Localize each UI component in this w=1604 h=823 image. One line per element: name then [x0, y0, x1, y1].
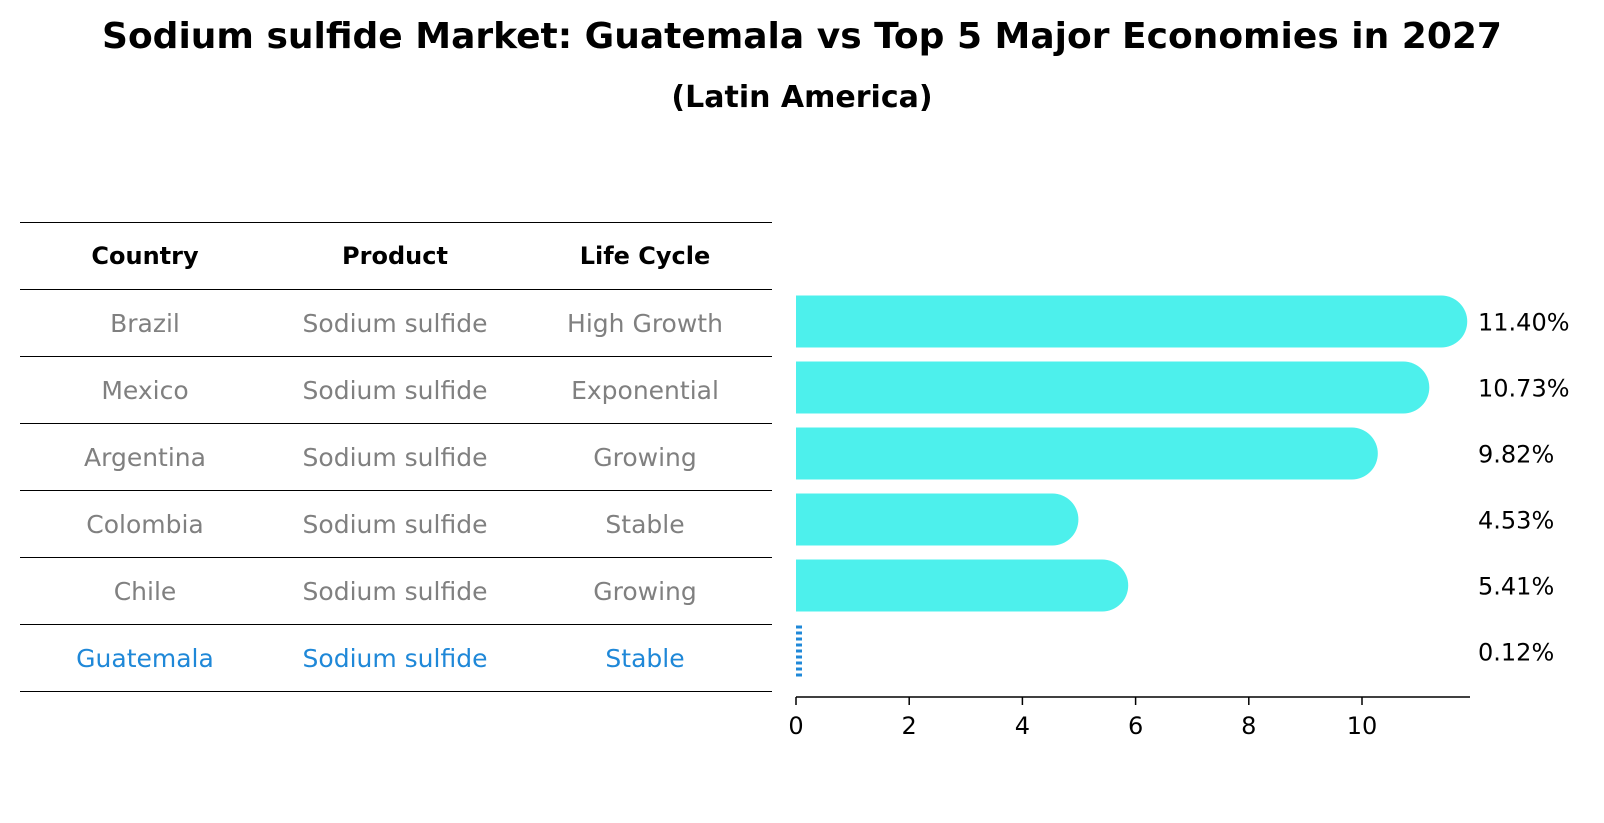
data-label: 0.12% [1478, 639, 1554, 667]
x-tick-label: 6 [1128, 712, 1143, 740]
data-label: 10.73% [1478, 375, 1570, 403]
data-label: 4.53% [1478, 507, 1554, 535]
data-label: 9.82% [1478, 441, 1554, 469]
cell-country: Mexico [101, 375, 189, 405]
cell-product: Sodium sulfide [302, 308, 488, 338]
table-row: Colombia Sodium sulfide Stable [20, 490, 772, 557]
header-life-cycle: Life Cycle [579, 242, 711, 270]
x-tick-label: 2 [902, 712, 917, 740]
table-header-row: Country Product Life Cycle [20, 222, 772, 289]
cell-life-cycle: Growing [593, 576, 697, 606]
data-table: Country Product Life Cycle Brazil Sodium… [20, 222, 772, 692]
cell-life-cycle: Stable [605, 643, 685, 673]
bar-colombia [796, 493, 1079, 546]
data-label: 11.40% [1478, 309, 1570, 337]
cell-country: Colombia [86, 509, 204, 539]
cell-country: Argentina [84, 442, 206, 472]
cell-product: Sodium sulfide [302, 375, 488, 405]
x-tick-label: 0 [788, 712, 803, 740]
chart-subtitle: (Latin America) [671, 80, 933, 115]
header-country: Country [91, 242, 199, 270]
x-tick-label: 4 [1015, 712, 1030, 740]
header-product: Product [342, 242, 448, 270]
cell-country: Brazil [110, 308, 180, 338]
cell-life-cycle: Stable [605, 509, 685, 539]
bar-mexico [796, 361, 1430, 414]
chart-title: Sodium sulfide Market: Guatemala vs Top … [102, 16, 1502, 57]
x-tick-label: 8 [1241, 712, 1256, 740]
cell-product: Sodium sulfide [302, 442, 488, 472]
table-row: Argentina Sodium sulfide Growing [20, 423, 772, 490]
table-row: Brazil Sodium sulfide High Growth [20, 289, 772, 356]
cell-product: Sodium sulfide [302, 509, 488, 539]
cell-life-cycle: Exponential [571, 375, 719, 405]
bar-brazil [796, 295, 1468, 348]
bar-argentina [796, 427, 1378, 480]
table-row: Chile Sodium sulfide Growing [20, 557, 772, 624]
cell-country: Guatemala [76, 643, 214, 673]
x-tick-label: 10 [1347, 712, 1378, 740]
cell-product: Sodium sulfide [302, 643, 488, 673]
cell-product: Sodium sulfide [302, 576, 488, 606]
cell-country: Chile [113, 576, 177, 606]
table-row: Mexico Sodium sulfide Exponential [20, 356, 772, 423]
bar-chile [796, 559, 1129, 612]
cell-life-cycle: Growing [593, 442, 697, 472]
data-label: 5.41% [1478, 573, 1554, 601]
cell-life-cycle: High Growth [567, 308, 723, 338]
table-row-highlight: Guatemala Sodium sulfide Stable [20, 624, 772, 692]
